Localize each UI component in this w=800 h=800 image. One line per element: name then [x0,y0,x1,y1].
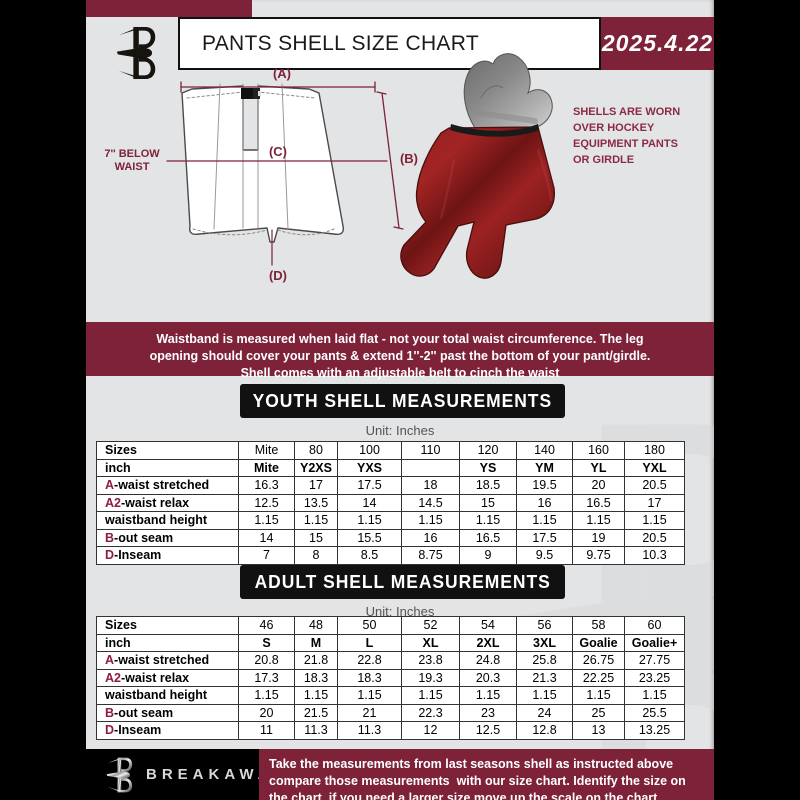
svg-text:(C): (C) [269,144,287,159]
svg-text:(D): (D) [269,268,287,283]
svg-text:(A): (A) [273,66,291,81]
svg-text:(B): (B) [400,151,418,166]
svg-text:SHELLS ARE WORN: SHELLS ARE WORN [573,106,680,118]
svg-text:OVER HOCKEY: OVER HOCKEY [573,122,655,134]
svg-text:EQUIPMENT PANTS: EQUIPMENT PANTS [573,138,678,150]
svg-text:7'' BELOW: 7'' BELOW [104,148,160,160]
svg-text:WAIST: WAIST [115,161,150,173]
svg-text:OR GIRDLE: OR GIRDLE [573,154,634,166]
